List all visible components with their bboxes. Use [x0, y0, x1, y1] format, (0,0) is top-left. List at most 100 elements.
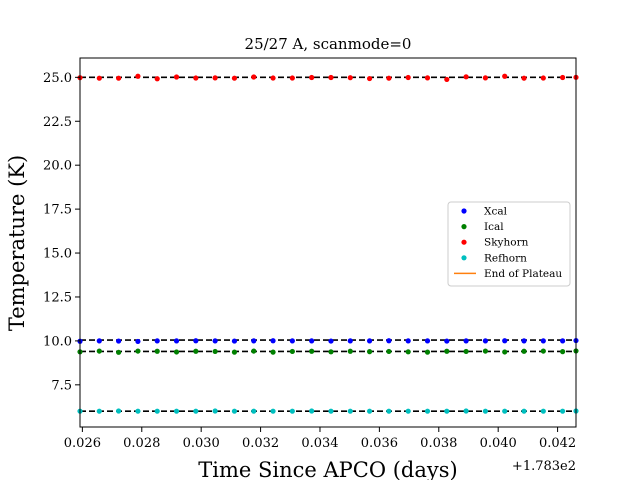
data-point — [154, 338, 160, 344]
y-axis-ticks: 7.5 10.0 12.5 15.0 17.5 20.0 22.5 25.0 — [43, 71, 80, 393]
data-point — [540, 338, 546, 344]
data-point — [444, 76, 450, 83]
data-point — [212, 348, 218, 355]
legend-label: Refhorn — [484, 252, 527, 264]
data-point — [521, 75, 527, 81]
data-point — [444, 408, 450, 414]
legend-label: Ical — [484, 221, 504, 233]
data-point — [463, 74, 469, 80]
data-point — [231, 75, 238, 81]
data-point — [154, 408, 160, 414]
data-point — [463, 348, 469, 355]
x-tick-label: 0.034 — [301, 436, 338, 451]
data-point — [328, 349, 334, 355]
data-point — [289, 338, 295, 344]
data-point — [193, 408, 199, 414]
data-point — [482, 348, 489, 354]
chart-title: 25/27 A, scanmode=0 — [245, 35, 412, 53]
data-point — [502, 408, 508, 414]
data-point — [251, 338, 257, 344]
data-point — [309, 408, 315, 414]
data-point — [251, 74, 257, 80]
data-point — [231, 349, 238, 355]
x-tick-label: 0.040 — [480, 436, 517, 451]
data-point — [96, 348, 102, 354]
data-point — [251, 348, 257, 354]
x-axis-ticks: 0.026 0.028 0.030 0.032 0.034 0.036 0.038 0.040… — [64, 427, 576, 451]
data-point — [289, 408, 295, 414]
data-point — [135, 348, 141, 354]
data-point — [154, 76, 160, 82]
x-tick-label: 0.030 — [183, 436, 220, 451]
data-point — [309, 348, 315, 354]
data-point — [309, 338, 315, 344]
series-skyhorn — [77, 73, 579, 83]
data-point — [366, 408, 373, 414]
x-tick-label: 0.038 — [420, 436, 457, 451]
x-tick-label: 0.036 — [361, 436, 398, 451]
data-point — [540, 348, 546, 354]
legend: Xcal Ical Skyhorn Refhorn End of Plateau — [447, 201, 571, 287]
legend-box — [447, 201, 571, 287]
data-point — [405, 74, 411, 81]
data-point — [347, 75, 353, 81]
data-point — [482, 338, 489, 344]
x-tick-label: 0.032 — [242, 436, 279, 451]
data-point — [502, 73, 508, 79]
data-point — [212, 338, 218, 344]
data-point — [231, 408, 238, 414]
series-xcal — [77, 337, 579, 345]
data-point — [463, 408, 469, 414]
data-point — [366, 75, 373, 82]
data-point — [116, 408, 122, 414]
data-point — [347, 408, 353, 414]
y-tick-label: 25.0 — [43, 71, 72, 86]
data-point — [231, 338, 238, 344]
data-point — [386, 338, 392, 344]
legend-label: Xcal — [484, 206, 508, 218]
data-point — [193, 338, 199, 344]
data-point — [444, 348, 450, 354]
data-point — [560, 338, 566, 344]
data-point — [135, 73, 141, 79]
data-point — [251, 408, 257, 414]
data-point — [560, 74, 566, 81]
data-point — [270, 408, 276, 414]
data-point — [328, 338, 334, 344]
legend-marker — [461, 239, 467, 245]
data-point — [540, 408, 546, 414]
data-point — [96, 338, 102, 344]
x-tick-label: 0.028 — [123, 436, 160, 451]
data-point — [386, 75, 392, 81]
data-point — [521, 348, 527, 354]
legend-marker — [461, 255, 467, 261]
data-point — [540, 75, 546, 81]
data-point — [560, 349, 566, 355]
data-point — [405, 408, 411, 414]
data-point — [135, 408, 141, 414]
data-point — [173, 349, 180, 355]
y-axis-label: Temperature (K) — [5, 155, 29, 331]
data-point — [386, 408, 392, 414]
data-point — [270, 349, 276, 355]
data-point — [366, 338, 373, 344]
legend-label: Skyhorn — [484, 237, 529, 249]
y-tick-label: 17.5 — [43, 203, 72, 218]
x-axis-offset-label: +1.783e2 — [512, 459, 576, 474]
data-point — [154, 348, 160, 354]
legend-marker — [461, 224, 467, 230]
data-point — [405, 338, 411, 344]
data-point — [173, 74, 180, 80]
data-point — [405, 349, 411, 355]
data-point — [116, 349, 122, 355]
y-tick-label: 7.5 — [51, 378, 72, 393]
legend-marker — [461, 208, 467, 214]
x-tick-label: 0.026 — [64, 436, 101, 451]
data-point — [482, 408, 489, 414]
y-tick-label: 20.0 — [43, 159, 72, 174]
data-point — [96, 75, 102, 81]
data-point — [424, 338, 431, 344]
data-point — [116, 338, 122, 344]
y-tick-label: 12.5 — [43, 290, 72, 305]
